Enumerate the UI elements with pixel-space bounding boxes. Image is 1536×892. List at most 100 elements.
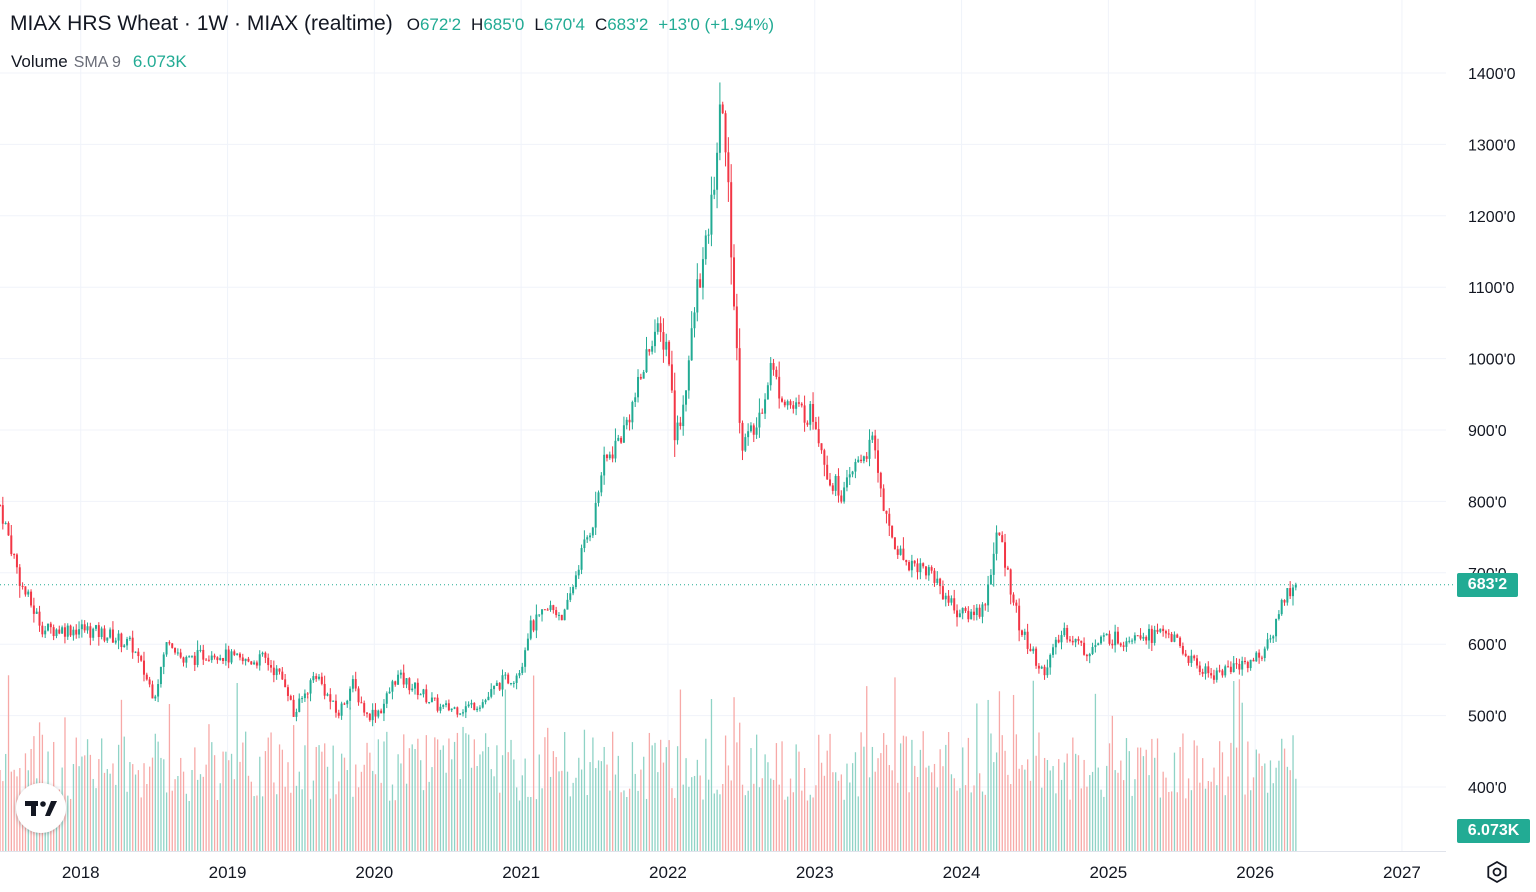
candle-body xyxy=(521,666,524,674)
volume-bar xyxy=(555,757,557,851)
candle-body xyxy=(126,638,129,646)
volume-bar xyxy=(755,734,758,851)
volume-bar xyxy=(990,733,992,851)
volume-bar xyxy=(696,759,699,851)
candle-body xyxy=(154,696,157,699)
candle-body xyxy=(134,651,137,653)
candle-body xyxy=(1150,628,1153,643)
candle-body xyxy=(484,700,487,703)
volume-bar xyxy=(713,793,715,851)
volume-bar xyxy=(1266,792,1269,851)
volume-bar xyxy=(205,764,207,851)
candle-body xyxy=(78,629,81,635)
volume-bar xyxy=(1204,788,1207,851)
candle-body xyxy=(278,668,281,672)
candle-body xyxy=(1224,666,1227,676)
candle-body xyxy=(1258,652,1261,658)
volume-bar xyxy=(970,792,972,851)
close-label: C xyxy=(594,15,608,34)
candle-body xyxy=(978,607,981,617)
candle-body xyxy=(106,637,109,641)
volume-bar xyxy=(981,791,984,851)
volume-bars xyxy=(0,675,1297,851)
volume-bar xyxy=(891,770,893,851)
volume-bar xyxy=(1176,792,1178,851)
candle-body xyxy=(919,563,922,573)
volume-bar xyxy=(911,739,913,851)
candle-body xyxy=(885,510,888,514)
volume-legend[interactable]: Volume SMA 9 6.073K xyxy=(11,52,187,72)
low-value: 670'4 xyxy=(543,15,585,34)
candle-body xyxy=(478,707,481,709)
candle-body xyxy=(433,697,436,699)
candle-body xyxy=(879,472,882,489)
volume-bar xyxy=(431,767,433,851)
symbol-title[interactable]: MIAX HRS Wheat · 1W · MIAX (realtime) xyxy=(10,12,393,35)
candle-body xyxy=(1241,660,1244,670)
volume-bar xyxy=(1066,753,1068,851)
candle-body xyxy=(797,402,800,404)
volume-bar xyxy=(874,771,876,851)
tradingview-logo[interactable] xyxy=(16,783,66,833)
candle-body xyxy=(267,657,270,666)
candles xyxy=(0,82,1297,727)
volume-bar xyxy=(1187,778,1190,851)
candle-body xyxy=(66,625,69,637)
candle-body xyxy=(625,419,628,426)
candle-body xyxy=(233,651,236,655)
volume-bar xyxy=(899,743,902,851)
candle-body xyxy=(789,401,792,406)
candle-body xyxy=(538,614,541,616)
candle-body xyxy=(428,701,431,703)
volume-bar xyxy=(928,765,930,851)
candle-body xyxy=(366,712,369,714)
volume-bar xyxy=(106,769,108,851)
volume-bar xyxy=(242,742,244,851)
volume-bar xyxy=(1193,740,1195,851)
candle-body xyxy=(913,560,916,564)
candle-body xyxy=(1111,643,1114,646)
volume-bar xyxy=(1137,747,1139,851)
volume-bar xyxy=(1170,791,1173,851)
candle-body xyxy=(145,674,148,680)
volume-bar xyxy=(391,784,394,851)
candle-body xyxy=(792,405,795,409)
volume-bar xyxy=(123,736,125,851)
volume-bar xyxy=(770,778,772,851)
volume-bar xyxy=(1001,735,1003,851)
volume-bar xyxy=(964,785,967,851)
candle-body xyxy=(944,595,947,600)
candle-body xyxy=(772,363,775,370)
candle-body xyxy=(676,422,679,441)
chart-settings-icon[interactable] xyxy=(1485,860,1509,884)
candle-body xyxy=(927,567,930,576)
candle-body xyxy=(61,627,64,634)
candle-body xyxy=(1243,660,1246,663)
volume-bar xyxy=(623,790,625,851)
volume-bar xyxy=(820,762,823,851)
price-tick-label: 1400'0 xyxy=(1468,66,1516,83)
candle-body xyxy=(1102,635,1105,637)
candle-body xyxy=(738,348,741,423)
volume-bar xyxy=(868,777,871,851)
candle-body xyxy=(687,360,690,391)
volume-bar xyxy=(993,762,995,851)
volume-bar xyxy=(1182,733,1184,851)
candle-body xyxy=(512,682,515,684)
volume-bar xyxy=(151,757,154,851)
candle-body xyxy=(349,688,352,701)
candle-body xyxy=(701,259,704,288)
volume-bar xyxy=(547,727,549,851)
candle-body xyxy=(933,570,936,583)
candle-body xyxy=(1139,635,1142,639)
volume-bar xyxy=(326,766,329,851)
volume-bar xyxy=(931,772,933,851)
volume-bar xyxy=(301,789,303,851)
volume-bar xyxy=(259,756,261,851)
candle-body xyxy=(467,704,470,707)
volume-bar xyxy=(307,696,309,851)
volume-bar xyxy=(541,788,543,851)
volume-bar xyxy=(1233,681,1235,851)
volume-bar xyxy=(473,739,475,851)
